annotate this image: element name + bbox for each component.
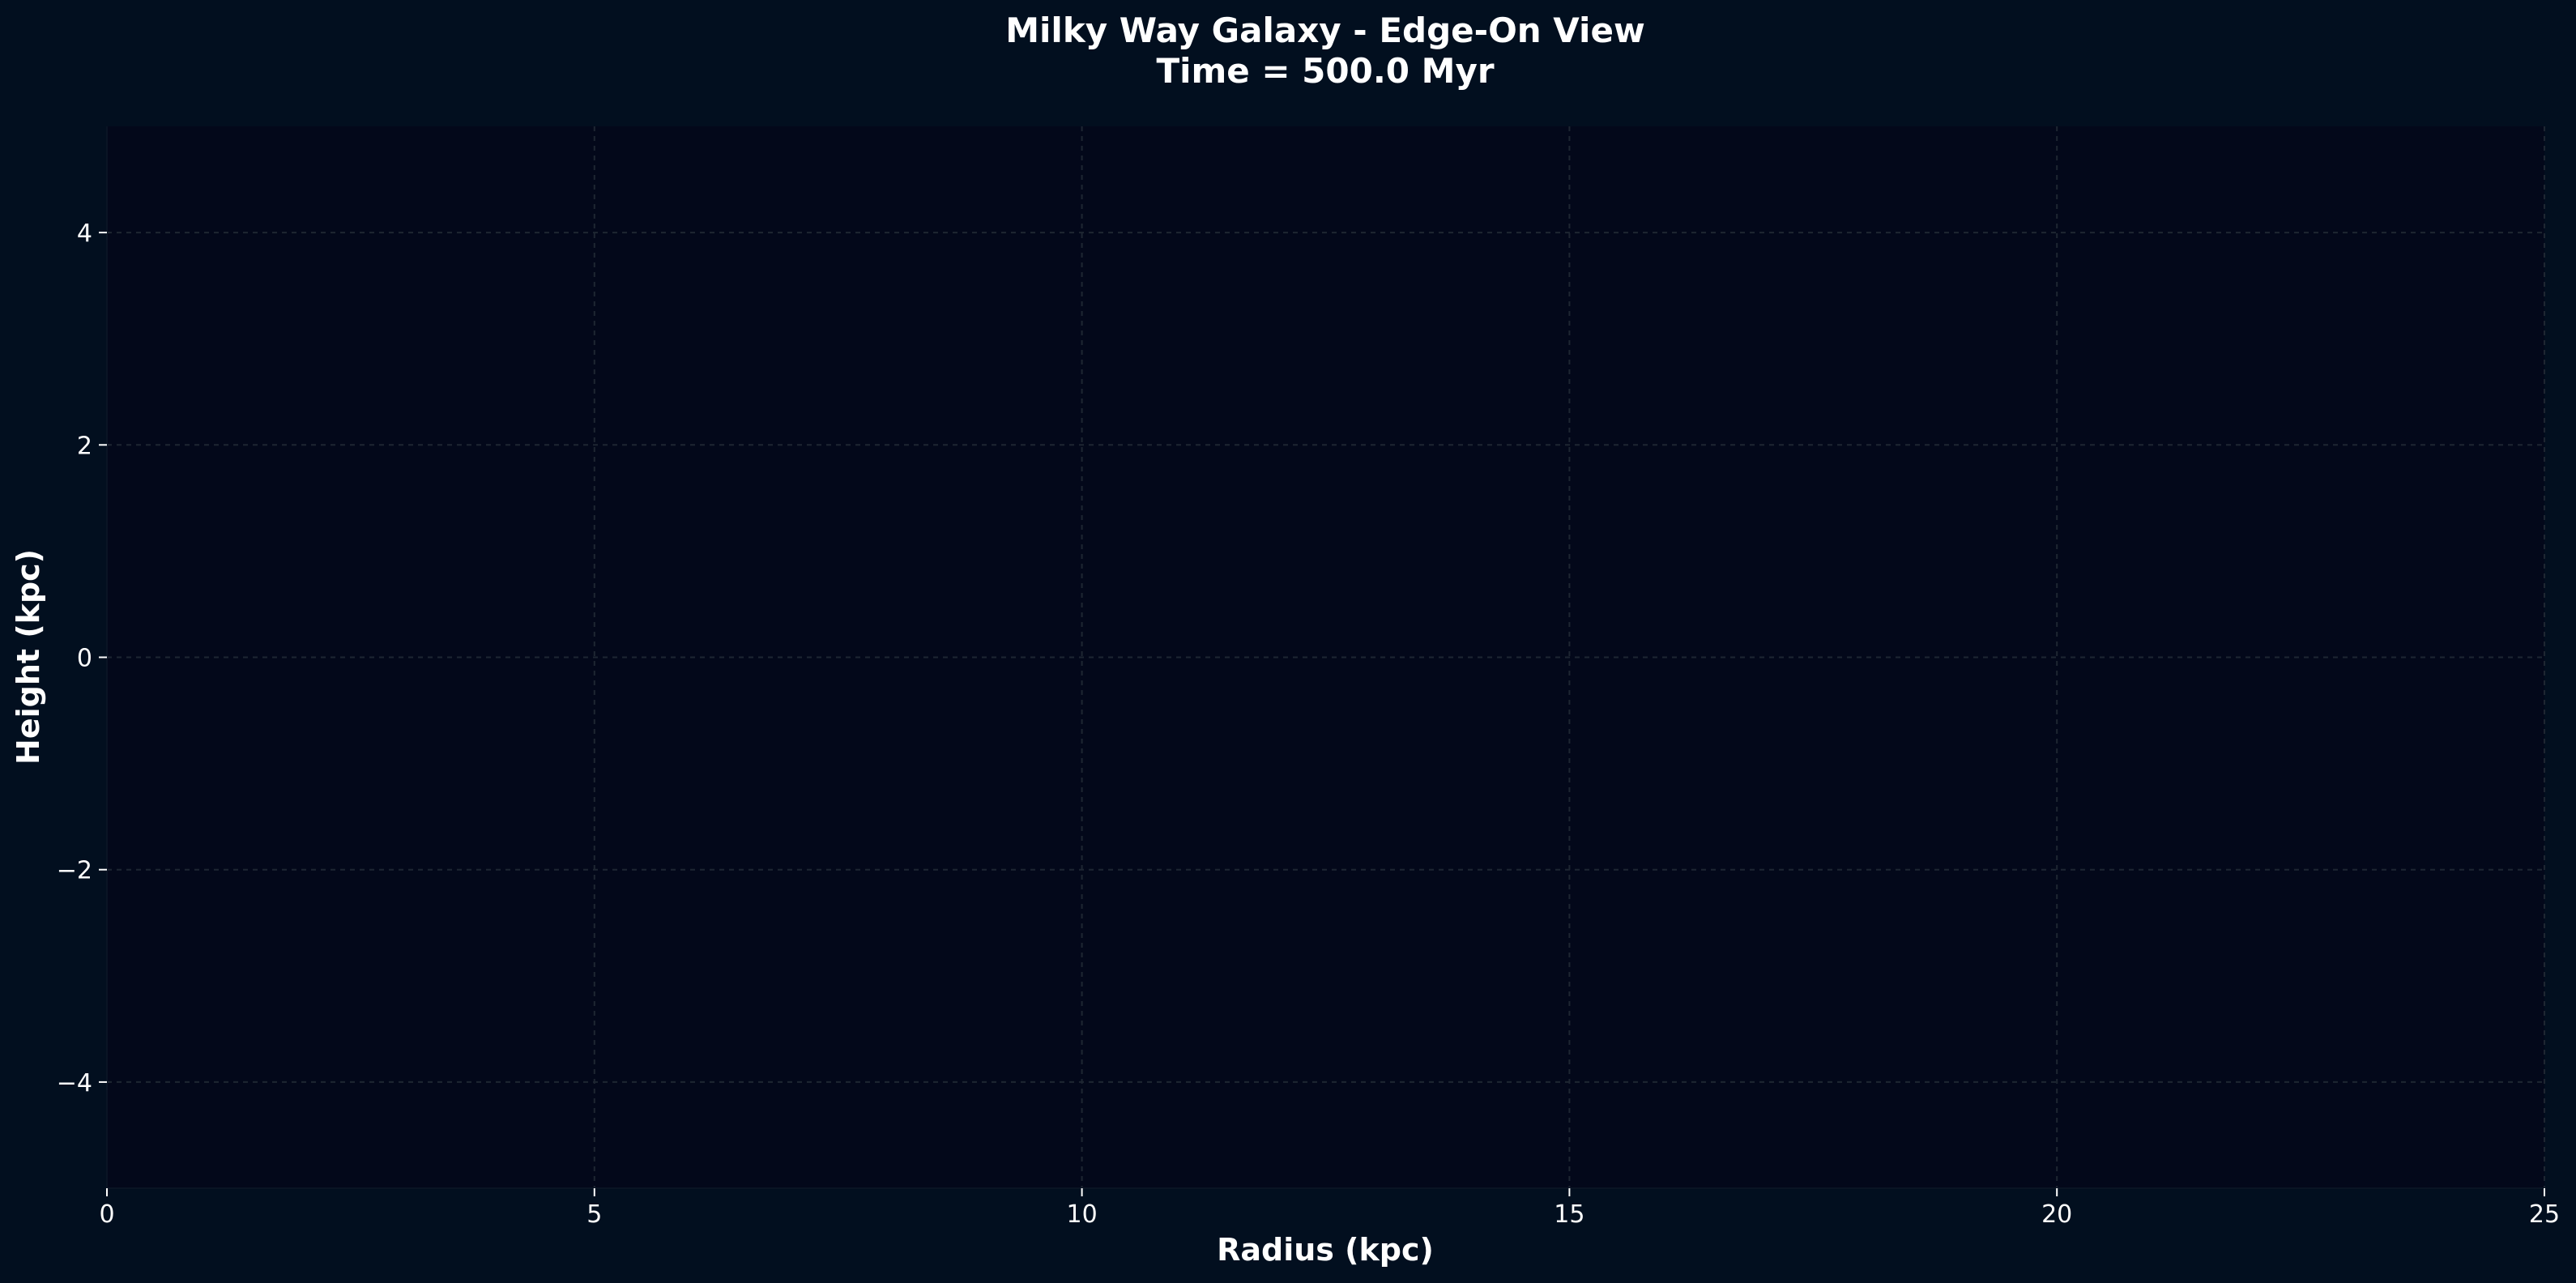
x-tick-label: 5 (586, 1200, 602, 1229)
y-tick-label: −2 (57, 857, 92, 885)
y-tick-label: −4 (57, 1069, 92, 1098)
y-tick-label: 4 (77, 220, 92, 248)
x-tick-label: 0 (99, 1200, 114, 1229)
y-tick-label: 2 (77, 432, 92, 460)
x-axis-label: Radius (kpc) (1217, 1232, 1434, 1268)
chart-title: Milky Way Galaxy - Edge-On View (1005, 11, 1645, 50)
x-tick-label: 25 (2529, 1200, 2560, 1229)
axes: 0 5 10 15 20 25 −4 −2 0 2 4 (57, 126, 2560, 1229)
chart-subtitle: Time = 500.0 Myr (1156, 51, 1494, 91)
x-tick-label: 15 (1554, 1200, 1584, 1229)
y-tick-label: 0 (77, 645, 92, 673)
y-axis-label: Height (kpc) (11, 549, 46, 765)
x-tick-label: 10 (1067, 1200, 1098, 1229)
x-tick-label: 20 (2041, 1200, 2072, 1229)
